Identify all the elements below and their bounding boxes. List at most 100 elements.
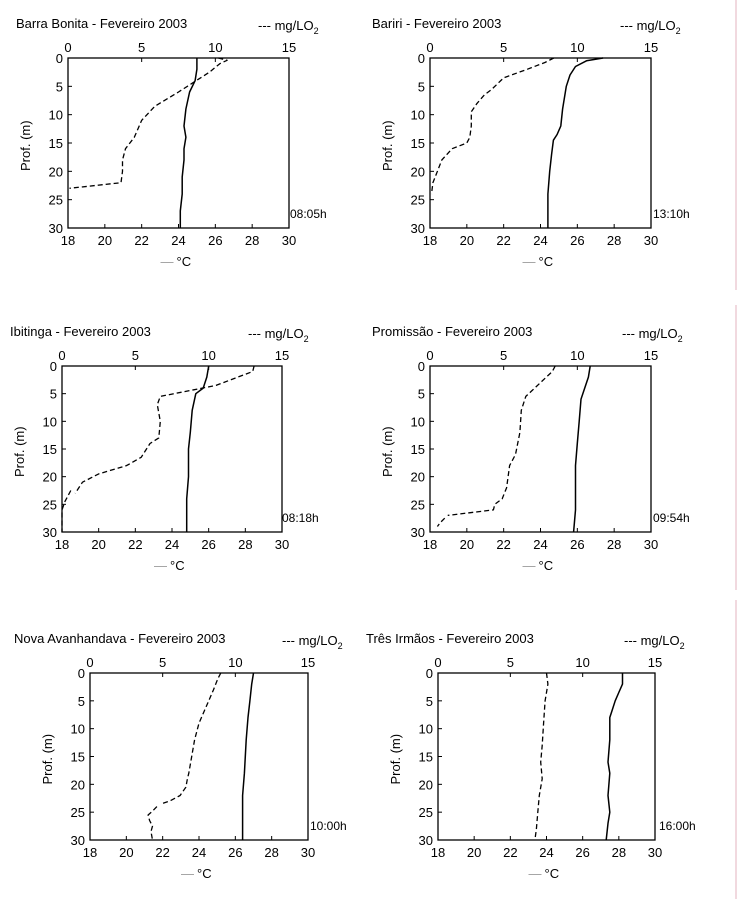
temperature-profile-line: [179, 58, 198, 228]
temperature-tick-label: 18: [423, 537, 437, 552]
depth-tick-label: 25: [43, 497, 57, 512]
oxygen-profile-line: [447, 365, 556, 517]
depth-tick-label: 10: [71, 722, 85, 737]
oxygen-tick-label: 10: [570, 348, 584, 363]
oxygen-tick-label: 5: [132, 348, 139, 363]
temperature-tick-label: 26: [570, 233, 584, 248]
temperature-tick-label: 24: [533, 537, 547, 552]
temperature-tick-label: 18: [61, 233, 75, 248]
oxygen-tick-label: 0: [426, 40, 433, 55]
oxygen-tick-label: 15: [644, 40, 658, 55]
oxygen-tick-label: 10: [201, 348, 215, 363]
oxygen-tick-label: 5: [507, 655, 514, 670]
temperature-tick-label: 20: [467, 845, 481, 860]
oxygen-tick-label: 5: [159, 655, 166, 670]
temperature-tick-label: 24: [539, 845, 553, 860]
depth-tick-label: 30: [411, 221, 425, 236]
sampling-time: 10:00h: [310, 819, 347, 833]
chart-panel-5: Nova Avanhandava - Fevereiro 2003 --- mg…: [14, 631, 347, 881]
sampling-time: 09:54h: [653, 511, 690, 525]
oxygen-tick-label: 15: [275, 348, 289, 363]
panel-title: Promissão - Fevereiro 2003: [372, 324, 532, 339]
depth-tick-label: 0: [56, 51, 63, 66]
depth-tick-label: 5: [426, 694, 433, 709]
chart-panel-3: Ibitinga - Fevereiro 2003 --- mg/LO2 — °C…: [10, 324, 319, 573]
temperature-tick-label: 28: [238, 537, 252, 552]
oxygen-legend: --- mg/LO2: [282, 633, 343, 651]
oxygen-legend: --- mg/LO2: [258, 18, 319, 36]
sampling-time: 16:00h: [659, 819, 696, 833]
oxygen-tick-label: 0: [64, 40, 71, 55]
temperature-tick-label: 28: [264, 845, 278, 860]
plot-frame: [89, 672, 309, 841]
depth-tick-label: 10: [49, 108, 63, 123]
temperature-tick-label: 26: [570, 537, 584, 552]
oxygen-profile-line: [61, 490, 72, 532]
oxygen-profile-line: [147, 806, 158, 841]
depth-tick-label: 0: [78, 666, 85, 681]
depth-tick-label: 15: [43, 442, 57, 457]
panel-title: Bariri - Fevereiro 2003: [372, 16, 501, 31]
depth-tick-label: 5: [418, 79, 425, 94]
oxygen-tick-label: 10: [208, 40, 222, 55]
temperature-legend: — °C: [523, 558, 554, 573]
temperature-tick-label: 22: [503, 845, 517, 860]
chart-panel-6: Três Irmãos - Fevereiro 2003 --- mg/LO2 …: [366, 631, 696, 881]
sampling-time: 08:05h: [290, 207, 327, 221]
depth-tick-label: 5: [50, 387, 57, 402]
temperature-tick-label: 18: [423, 233, 437, 248]
temperature-tick-label: 28: [607, 233, 621, 248]
temperature-tick-label: 30: [282, 233, 296, 248]
temperature-tick-label: 22: [155, 845, 169, 860]
panel-title: Ibitinga - Fevereiro 2003: [10, 324, 151, 339]
temperature-tick-label: 22: [496, 233, 510, 248]
temperature-tick-label: 20: [98, 233, 112, 248]
sampling-time: 13:10h: [653, 207, 690, 221]
oxygen-tick-label: 5: [500, 40, 507, 55]
depth-axis-title: Prof. (m): [380, 120, 395, 171]
depth-tick-label: 30: [411, 525, 425, 540]
depth-tick-label: 10: [411, 108, 425, 123]
depth-tick-label: 5: [56, 79, 63, 94]
temperature-tick-label: 20: [91, 537, 105, 552]
depth-tick-label: 0: [418, 51, 425, 66]
panel-title: Barra Bonita - Fevereiro 2003: [16, 16, 187, 31]
oxygen-tick-label: 5: [138, 40, 145, 55]
temperature-tick-label: 26: [575, 845, 589, 860]
oxygen-tick-label: 10: [575, 655, 589, 670]
depth-tick-label: 15: [49, 136, 63, 151]
temperature-tick-label: 30: [648, 845, 662, 860]
depth-tick-label: 25: [71, 805, 85, 820]
oxygen-profile-line: [430, 57, 555, 195]
temperature-tick-label: 20: [460, 233, 474, 248]
depth-tick-label: 20: [43, 470, 57, 485]
oxygen-tick-label: 10: [228, 655, 242, 670]
temperature-tick-label: 22: [128, 537, 142, 552]
depth-tick-label: 30: [43, 525, 57, 540]
depth-tick-label: 30: [49, 221, 63, 236]
depth-tick-label: 25: [411, 497, 425, 512]
depth-axis-title: Prof. (m): [18, 120, 33, 171]
oxygen-legend: --- mg/LO2: [620, 18, 681, 36]
chart-panel-1: Barra Bonita - Fevereiro 2003 --- mg/LO2…: [16, 16, 327, 269]
oxygen-tick-label: 0: [86, 655, 93, 670]
depth-tick-label: 10: [419, 722, 433, 737]
depth-tick-label: 30: [419, 833, 433, 848]
temperature-profile-line: [572, 365, 591, 533]
oxygen-tick-label: 0: [58, 348, 65, 363]
oxygen-tick-label: 0: [426, 348, 433, 363]
page-edge-rule: [735, 305, 737, 590]
depth-tick-label: 10: [411, 414, 425, 429]
oxygen-tick-label: 15: [644, 348, 658, 363]
oxygen-tick-label: 15: [648, 655, 662, 670]
depth-tick-label: 20: [419, 777, 433, 792]
temperature-tick-label: 28: [607, 537, 621, 552]
temperature-legend: — °C: [529, 866, 560, 881]
plot-frame: [437, 672, 656, 841]
depth-tick-label: 20: [411, 164, 425, 179]
temperature-tick-label: 24: [165, 537, 179, 552]
oxygen-tick-label: 10: [570, 40, 584, 55]
temperature-legend: — °C: [154, 558, 185, 573]
temperature-legend: — °C: [523, 254, 554, 269]
depth-tick-label: 15: [419, 750, 433, 765]
